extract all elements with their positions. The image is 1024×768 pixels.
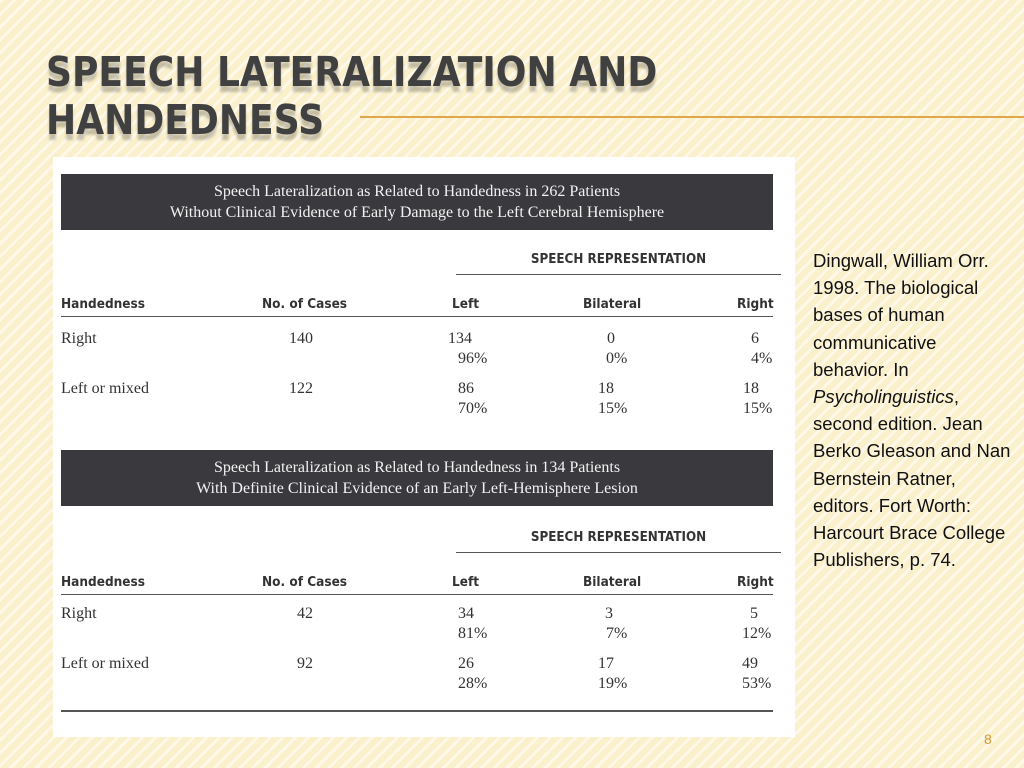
row-right-pct: 15% <box>743 400 773 417</box>
col-right: Right <box>737 296 774 312</box>
row-left-pct: 28% <box>458 675 488 692</box>
row-handedness: Left or mixed <box>61 380 149 397</box>
row-bilateral-pct: 19% <box>598 675 628 692</box>
group-rule <box>456 274 781 275</box>
speech-representation-label: SPEECH REPRESENTATION <box>530 252 707 267</box>
row-cases: 122 <box>289 380 313 397</box>
col-handedness: Handedness <box>61 574 146 590</box>
row-cases: 92 <box>297 655 313 672</box>
row-right: 5 <box>750 605 758 622</box>
row-bilateral-pct: 15% <box>598 400 628 417</box>
title-line-2: HANDEDNESS <box>46 96 325 144</box>
table-bottom-rule <box>61 710 773 712</box>
row-left: 34 <box>458 605 474 622</box>
row-bilateral: 0 <box>607 330 615 347</box>
row-bilateral: 18 <box>598 380 614 397</box>
header-rule <box>61 594 773 595</box>
row-left-pct: 96% <box>458 350 488 367</box>
row-right-pct: 12% <box>742 625 772 642</box>
row-left: 134 <box>448 330 472 347</box>
speech-representation-label: SPEECH REPRESENTATION <box>530 530 707 545</box>
citation-book-title: Psycholinguistics <box>813 386 954 408</box>
header-rule <box>61 316 773 317</box>
slide-title: SPEECH LATERALIZATION AND HANDEDNESS <box>46 48 657 144</box>
row-handedness: Right <box>61 330 97 347</box>
col-bilateral: Bilateral <box>583 574 642 590</box>
table-2-caption-line-1: Speech Lateralization as Related to Hand… <box>213 459 621 476</box>
col-handedness: Handedness <box>61 296 146 312</box>
row-bilateral: 17 <box>598 655 614 672</box>
row-cases: 140 <box>289 330 313 347</box>
table-1-caption-line-2: Without Clinical Evidence of Early Damag… <box>169 204 665 221</box>
col-bilateral: Bilateral <box>583 296 642 312</box>
table-1-caption: Speech Lateralization as Related to Hand… <box>61 174 773 230</box>
row-left-pct: 81% <box>458 625 488 642</box>
row-cases: 42 <box>297 605 313 622</box>
table-2-caption-line-2: With Definite Clinical Evidence of an Ea… <box>196 480 638 497</box>
row-bilateral-pct: 7% <box>606 625 628 642</box>
table-1-caption-line-1: Speech Lateralization as Related to Hand… <box>213 183 621 200</box>
col-cases: No. of Cases <box>262 574 348 590</box>
row-left: 86 <box>458 380 474 397</box>
row-left-pct: 70% <box>458 400 488 417</box>
row-right: 49 <box>742 655 758 672</box>
group-rule <box>456 552 781 553</box>
col-left: Left <box>452 574 480 590</box>
row-right-pct: 4% <box>751 350 773 367</box>
title-line-1: SPEECH LATERALIZATION AND <box>46 48 658 96</box>
row-right: 6 <box>751 330 759 347</box>
row-bilateral: 3 <box>605 605 613 622</box>
table-1: SPEECH REPRESENTATION Handedness No. of … <box>61 252 781 422</box>
row-right-pct: 53% <box>742 675 772 692</box>
col-right: Right <box>737 574 774 590</box>
title-underline <box>360 116 1024 118</box>
row-right: 18 <box>743 380 759 397</box>
page-number: 8 <box>984 731 992 747</box>
citation-part-2: , second edition. Jean Berko Gleason and… <box>813 386 1011 571</box>
col-cases: No. of Cases <box>262 296 348 312</box>
citation-part-1: Dingwall, William Orr. 1998. The biologi… <box>813 250 989 380</box>
table-2-caption: Speech Lateralization as Related to Hand… <box>61 450 773 506</box>
row-handedness: Right <box>61 605 97 622</box>
table-2: SPEECH REPRESENTATION Handedness No. of … <box>61 530 781 700</box>
citation-text: Dingwall, William Orr. 1998. The biologi… <box>813 247 1013 573</box>
col-left: Left <box>452 296 480 312</box>
row-handedness: Left or mixed <box>61 655 149 672</box>
row-bilateral-pct: 0% <box>606 350 628 367</box>
row-left: 26 <box>458 655 474 672</box>
table-figure: Speech Lateralization as Related to Hand… <box>53 157 795 737</box>
